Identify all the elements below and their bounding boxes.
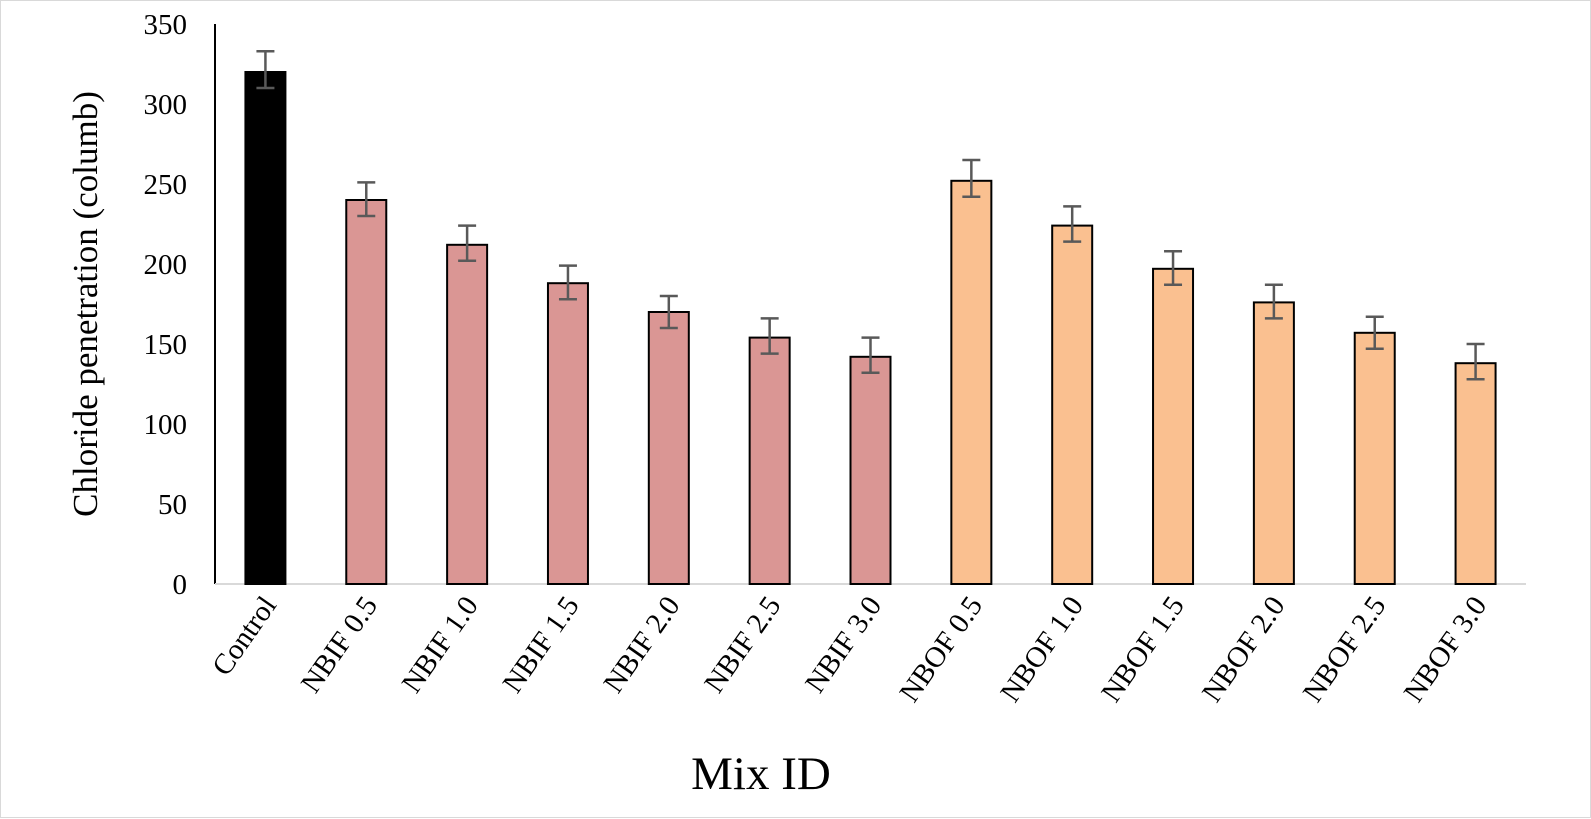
bar-nbof-3-0 bbox=[1454, 362, 1497, 586]
x-tick-label: NBIF 2.0 bbox=[597, 591, 686, 699]
bar-nbif-2-5 bbox=[748, 336, 791, 585]
error-bar bbox=[256, 49, 275, 90]
x-tick-label: NBOF 0.5 bbox=[894, 591, 990, 708]
bar-nbof-0-5 bbox=[950, 179, 993, 586]
x-tick-label: NBOF 1.0 bbox=[994, 591, 1090, 708]
x-tick-label: NBOF 1.5 bbox=[1095, 591, 1191, 708]
error-bar bbox=[357, 181, 376, 218]
x-tick-label: NBIF 0.5 bbox=[295, 591, 384, 699]
error-bar bbox=[558, 264, 577, 301]
y-tick-label: 100 bbox=[144, 409, 188, 441]
y-tick-label: 50 bbox=[158, 489, 187, 521]
bar-nbif-0-5 bbox=[345, 199, 388, 585]
x-tick-label: NBIF 2.5 bbox=[698, 591, 787, 699]
bar-nbof-2-0 bbox=[1252, 301, 1295, 585]
x-axis-ticks: Control NBIF 0.5 NBIF 1.0 NBIF 1.5 NBIF 2.0 N… bbox=[206, 591, 1493, 708]
x-axis-title: Mix ID bbox=[691, 748, 831, 800]
bars bbox=[244, 71, 1497, 586]
error-bar bbox=[1164, 249, 1183, 287]
x-tick-label: NBIF 3.0 bbox=[799, 591, 888, 699]
bar-nbif-2-0 bbox=[647, 311, 690, 585]
x-tick-label: NBIF 1.0 bbox=[396, 591, 485, 699]
error-bar bbox=[962, 158, 981, 199]
error-bar bbox=[659, 294, 678, 330]
bar-nbif-1-5 bbox=[546, 282, 589, 585]
bar-control bbox=[244, 71, 287, 585]
y-tick-label: 300 bbox=[144, 89, 188, 121]
x-tick-label: NBOF 2.5 bbox=[1297, 591, 1393, 708]
error-bar bbox=[1365, 315, 1384, 351]
x-tick-label: Control bbox=[206, 591, 283, 682]
error-bar bbox=[1466, 342, 1485, 381]
error-bar bbox=[1063, 205, 1082, 243]
y-tick-label: 200 bbox=[144, 249, 188, 281]
error-bar bbox=[458, 224, 477, 263]
y-tick-label: 350 bbox=[144, 9, 188, 41]
bar-nbof-1-5 bbox=[1152, 267, 1195, 585]
y-axis-title: Chloride penetration (columb) bbox=[66, 91, 105, 517]
bar-nbif-3-0 bbox=[849, 355, 892, 585]
y-tick-label: 150 bbox=[144, 329, 188, 361]
x-tick-label: NBIF 1.5 bbox=[497, 591, 586, 699]
bar-nbof-2-5 bbox=[1353, 331, 1396, 585]
error-bar bbox=[1264, 283, 1283, 320]
y-tick-label: 0 bbox=[173, 569, 188, 601]
y-axis-ticks: 0 50 100 150 200 250 300 350 bbox=[144, 9, 188, 601]
y-tick-label: 250 bbox=[144, 169, 188, 201]
error-bars bbox=[256, 49, 1485, 381]
error-bar bbox=[760, 317, 779, 355]
bar-nbof-1-0 bbox=[1051, 224, 1094, 585]
x-tick-label: NBOF 3.0 bbox=[1398, 591, 1494, 708]
error-bar bbox=[861, 336, 880, 375]
bar-nbif-1-0 bbox=[446, 243, 489, 586]
x-tick-label: NBOF 2.0 bbox=[1196, 591, 1292, 708]
